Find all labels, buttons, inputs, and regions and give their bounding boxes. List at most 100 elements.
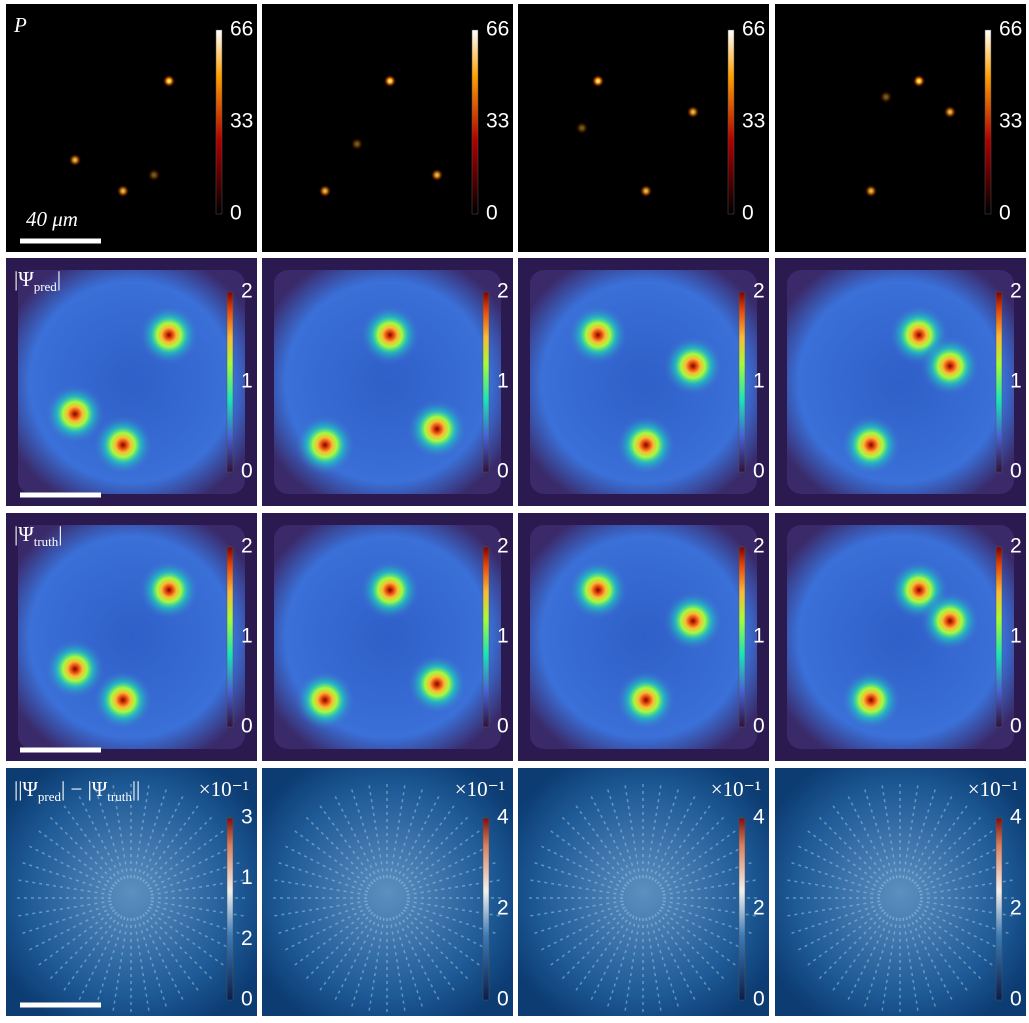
colorbar-tick-label: 2 [497,897,509,920]
colorbar [739,547,745,727]
spot [913,75,925,87]
colorbar [996,547,1002,727]
spot [568,560,628,620]
spot [880,91,892,103]
label-text: |Ψ [14,267,34,291]
spot [163,75,175,87]
label-text: |Ψ [14,522,34,546]
row-label: P [13,13,27,37]
spot [139,560,199,620]
colorbar-tick-label: 1 [753,370,765,393]
colorbar [472,30,478,214]
colorbar-tick-label: 2 [241,280,253,303]
colorbar [739,818,745,1000]
label-text: | − |Ψ [61,777,108,801]
colorbar-tick-label: 2 [1010,535,1022,558]
label-subscript: truth [34,534,59,549]
colorbar-tick-label: 0 [497,988,509,1011]
label-subscript: pred [34,279,58,294]
spot [640,185,652,197]
colorbar-tick-label: 1 [497,625,509,648]
spot [295,670,355,730]
field [787,525,1014,749]
colorbar-tick-label: 2 [1010,897,1022,920]
colorbar-tick-label: 0 [1010,715,1022,738]
colorbar-tick-label: 33 [230,110,253,133]
panel: 012|Ψtruth| [6,513,257,761]
colorbar [216,30,222,214]
colorbar-tick-label: 0 [753,460,765,483]
spot [93,415,153,475]
spot [687,106,699,118]
multiplier: ×10⁻¹ [711,777,761,801]
colorbar-tick-label: 66 [230,18,253,41]
colorbar-tick-label: 2 [241,927,253,950]
spot [351,138,363,150]
colorbar [227,292,233,472]
spot [865,185,877,197]
colorbar-tick-label: 0 [753,988,765,1011]
panel: 03366 [262,4,513,252]
colorbar-tick-label: 2 [1010,280,1022,303]
colorbar-tick-label: 2 [753,897,765,920]
panel: 024×10⁻¹ [518,768,769,1016]
spot [93,670,153,730]
scale-bar-label: 40 μm [26,207,78,231]
colorbar-tick-label: 0 [241,460,253,483]
label-text: | [57,267,61,291]
spot [576,122,588,134]
colorbar-tick-label: 0 [497,715,509,738]
label-text: || [132,777,140,801]
label-text: P [13,13,27,37]
colorbar-tick-label: 0 [497,460,509,483]
colorbar-tick-label: 33 [486,110,509,133]
colorbar-tick-label: 1 [241,866,253,889]
colorbar-tick-label: 66 [742,18,765,41]
spot [407,399,467,459]
spot [920,591,980,651]
spot [616,415,676,475]
colorbar-tick-label: 2 [241,535,253,558]
panel: 012|Ψpred| [6,258,257,506]
colorbar [985,30,991,214]
colorbar-tick-label: 0 [241,715,253,738]
colorbar [483,292,489,472]
colorbar [996,818,1002,1000]
colorbar-tick-label: 0 [486,202,498,225]
panel: 024×10⁻¹ [262,768,513,1016]
panel: 012 [775,513,1026,761]
spot [920,336,980,396]
panel: 0 1 2 [518,258,769,506]
spot [148,169,160,181]
spot [616,670,676,730]
colorbar-tick-label: 3 [241,806,253,829]
spot [360,305,420,365]
spot [139,305,199,365]
colorbar-tick-label: 1 [241,625,253,648]
panel: 024×10⁻¹ [775,768,1026,1016]
colorbar [996,292,1002,472]
colorbar-tick-label: 2 [497,535,509,558]
colorbar [227,818,233,1000]
spot [69,154,81,166]
spot [384,75,396,87]
colorbar [728,30,734,214]
colorbar-tick-label: 0 [1010,988,1022,1011]
spot [663,336,723,396]
colorbar-tick-label: 0 [241,988,253,1011]
field [787,270,1014,494]
colorbar-tick-label: 0 [230,202,242,225]
figure: 03366P40 μm033660336603366012|Ψpred|0120… [0,0,1029,1023]
spot [663,591,723,651]
panel: 03366 [775,4,1026,252]
panel: 012 [518,513,769,761]
colorbar-tick-label: 0 [999,202,1011,225]
spot [431,169,443,181]
colorbar [227,547,233,727]
colorbar-tick-label: 2 [753,280,765,303]
label-text: ||Ψ [14,777,38,801]
colorbar-tick-label: 1 [753,625,765,648]
multiplier: ×10⁻¹ [199,777,249,801]
spot [841,670,901,730]
